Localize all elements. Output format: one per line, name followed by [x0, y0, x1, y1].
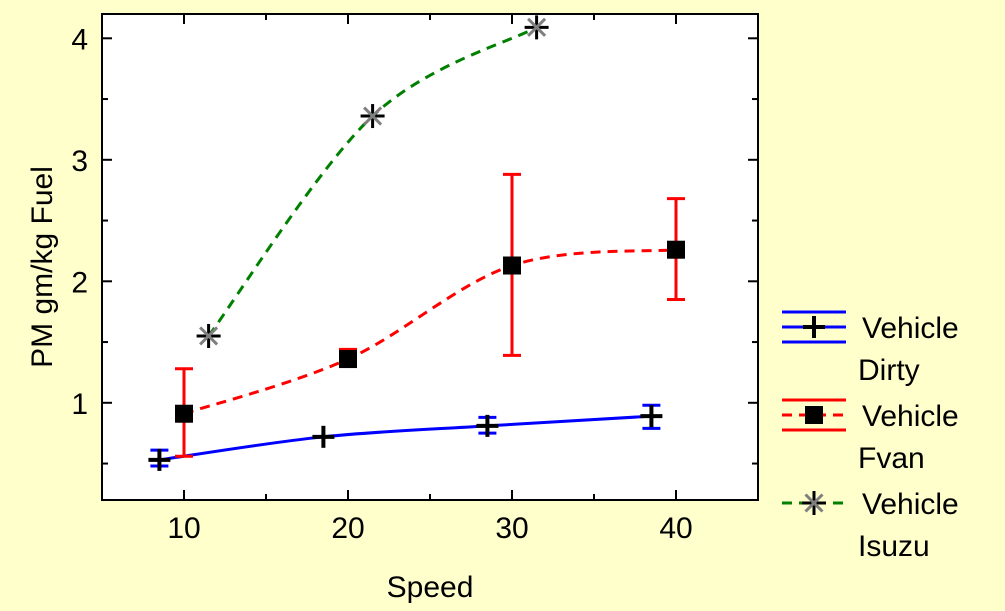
y-tick-label: 2	[71, 266, 88, 299]
marker-square	[667, 240, 685, 259]
axis-ticks: 1 2 3 4 10 20 30 40	[71, 14, 758, 545]
data-point	[503, 256, 521, 275]
legend-marker	[802, 491, 826, 515]
data-point	[360, 104, 385, 129]
data-point	[196, 323, 221, 348]
data-point	[524, 15, 549, 40]
marker-stroke	[199, 326, 219, 346]
series-line	[207, 26, 538, 337]
legend-marker	[803, 316, 825, 338]
data-point	[312, 425, 335, 448]
plot-area	[101, 13, 759, 501]
legend-label: Isuzu	[858, 530, 930, 563]
y-tick-label: 1	[71, 388, 88, 421]
data-point	[148, 448, 171, 471]
series-3	[196, 15, 549, 348]
series-line	[183, 248, 677, 416]
series-line	[159, 414, 652, 462]
legend-label: Dirty	[858, 354, 920, 387]
x-tick-label: 20	[331, 512, 364, 545]
series-group	[148, 15, 685, 471]
legend-item-3: Vehicle Isuzu	[782, 488, 959, 563]
x-tick-label: 30	[495, 512, 528, 545]
marker-stroke	[804, 493, 824, 513]
marker-square	[503, 256, 521, 275]
legend-label: Vehicle	[862, 400, 959, 433]
legend-marker	[805, 406, 823, 424]
legend-label: Vehicle	[862, 312, 959, 345]
legend: Vehicle Dirty Vehicle Fvan Vehicle Isuzu	[782, 310, 959, 563]
y-tick-label: 4	[71, 23, 88, 56]
data-point	[476, 414, 499, 437]
data-point	[339, 350, 357, 369]
marker-square	[805, 406, 823, 424]
legend-item-1: Vehicle Dirty	[782, 310, 959, 387]
data-point	[640, 405, 663, 428]
x-tick-label: 10	[167, 512, 200, 545]
legend-label: Vehicle	[862, 488, 959, 521]
y-axis-title: PM gm/kg Fuel	[26, 166, 59, 368]
legend-label: Fvan	[858, 442, 925, 475]
marker-stroke	[527, 17, 547, 37]
series-1	[148, 403, 663, 471]
marker-square	[175, 404, 193, 423]
series-2	[175, 172, 685, 458]
data-point	[175, 404, 193, 423]
x-axis-title: Speed	[387, 571, 474, 604]
marker-square	[339, 350, 357, 369]
marker-stroke	[363, 106, 383, 126]
y-tick-label: 3	[71, 145, 88, 178]
data-point	[667, 240, 685, 259]
x-tick-label: 40	[659, 512, 692, 545]
legend-item-2: Vehicle Fvan	[782, 398, 959, 475]
